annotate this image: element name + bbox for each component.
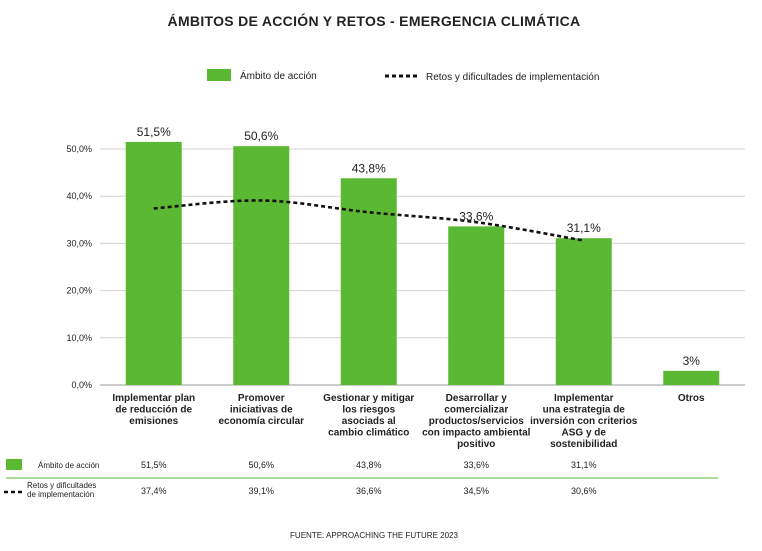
category-label: Desarrollar y comercializar productos/serv… xyxy=(422,393,531,450)
chart-title: ÁMBITOS DE ACCIÓN Y RETOS - EMERGENCIA C… xyxy=(168,12,581,29)
gridlines xyxy=(100,148,745,386)
category-label: Otros xyxy=(678,393,705,404)
bar-value-label: 31,1% xyxy=(567,221,601,235)
y-tick-label: 10,0% xyxy=(66,333,92,343)
table-bar-value: 33,6% xyxy=(463,460,489,470)
table-bar-value: 31,1% xyxy=(571,460,597,470)
bar-value-label: 50,6% xyxy=(244,129,278,143)
category-label: Promover iniciativas de economía circular xyxy=(218,393,304,427)
legend-line-label: Retos y dificultades de implementación xyxy=(426,72,599,83)
y-tick-label: 40,0% xyxy=(66,191,92,201)
bar-value-label: 51,5% xyxy=(137,125,171,139)
bar-value-label: 43,8% xyxy=(352,161,386,175)
y-axis-ticks: 0,0% 10,0% 20,0% 30,0% 40,0% 50,0% xyxy=(66,144,92,390)
table-line-value: 36,6% xyxy=(356,486,382,496)
table-line-value: 30,6% xyxy=(571,486,597,496)
table-bar-value: 50,6% xyxy=(248,460,274,470)
data-table: Ámbito de acción 51,5% 50,6% 43,8% 33,6% 31,1… xyxy=(4,459,718,499)
bar xyxy=(233,146,290,385)
category-label: Gestionar y mitigar los riesgos asociads a… xyxy=(323,393,414,439)
bar xyxy=(125,141,182,385)
table-bar-row-label: Ámbito de acción xyxy=(38,461,99,470)
y-tick-label: 20,0% xyxy=(66,286,92,296)
bar-value-label: 33,6% xyxy=(459,209,493,223)
legend-bar-swatch xyxy=(207,69,231,81)
bar xyxy=(555,238,612,385)
table-bar-value: 51,5% xyxy=(141,460,167,470)
retos-line-path xyxy=(153,199,584,242)
bar xyxy=(448,226,505,385)
bars xyxy=(125,141,720,385)
legend-bar-label: Ámbito de acción xyxy=(240,69,317,82)
bar xyxy=(663,370,720,385)
y-tick-label: 50,0% xyxy=(66,144,92,154)
table-bar-value: 43,8% xyxy=(356,460,382,470)
source-note: FUENTE: APPROACHING THE FUTURE 2023 xyxy=(290,531,458,540)
category-label: Implementar una estrategia de inversión co… xyxy=(530,393,638,450)
table-bar-swatch xyxy=(6,459,22,470)
x-axis-categories: Implementar plan de reducción de emisiones… xyxy=(112,393,705,450)
table-line-value: 39,1% xyxy=(248,486,274,496)
y-tick-label: 0,0% xyxy=(71,380,92,390)
table-line-value: 34,5% xyxy=(463,486,489,496)
value-labels: 51,5% 50,6% 43,8% 33,6% 31,1% 3% xyxy=(137,125,701,368)
y-tick-label: 30,0% xyxy=(66,238,92,248)
category-label: Implementar plan de reducción de emisiones xyxy=(112,393,195,427)
table-line-row-label: Retos y dificultades de implementación xyxy=(27,481,96,499)
retos-line xyxy=(153,199,584,242)
table-line-value: 37,4% xyxy=(141,486,167,496)
bar-value-label: 3% xyxy=(683,354,701,368)
